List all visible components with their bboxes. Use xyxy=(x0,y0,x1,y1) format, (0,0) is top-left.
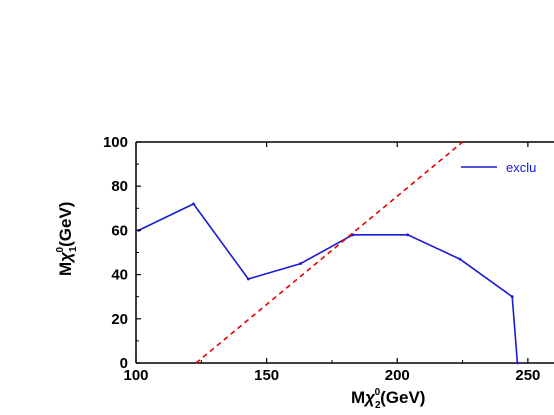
plot-frame xyxy=(135,141,554,364)
y-tick-label: 80 xyxy=(111,178,128,195)
x-tick-label: 250 xyxy=(515,367,540,384)
data-point xyxy=(510,295,514,299)
legend: exclu xyxy=(461,160,536,175)
data-point xyxy=(246,277,250,281)
y-tick-label: 20 xyxy=(111,311,128,328)
x-axis-title-sub: 2 xyxy=(375,400,381,411)
x-tick-label: 150 xyxy=(254,367,279,384)
data-point xyxy=(192,202,195,206)
y-axis-title-symbol: χ xyxy=(56,251,75,264)
data-layer xyxy=(137,141,519,365)
exclusion-curve xyxy=(138,202,519,364)
y-tick-label: 0 xyxy=(120,355,128,372)
x-axis-title-unit: (GeV) xyxy=(380,388,425,407)
y-tick-label: 100 xyxy=(103,134,128,151)
diagonal-dashed-line xyxy=(195,141,464,364)
y-axis-title-sub: 1 xyxy=(68,246,79,252)
x-axis-title-main: M xyxy=(351,388,365,407)
legend-label: exclu xyxy=(506,160,536,175)
y-axis-title-main: M xyxy=(56,262,75,276)
y-axis-title-unit: (GeV) xyxy=(56,202,75,247)
y-tick-label: 40 xyxy=(111,267,128,284)
data-point xyxy=(299,262,302,265)
x-tick-label: 100 xyxy=(123,367,148,384)
x-axis-title-symbol: χ xyxy=(363,388,376,407)
y-axis-title: Mχ10(GeV) xyxy=(55,202,79,276)
y-tick-label: 60 xyxy=(111,222,128,239)
x-axis-title-sup: 0 xyxy=(375,387,381,398)
data-point xyxy=(406,233,410,237)
data-point xyxy=(458,257,462,261)
x-axis-title: Mχ2 0(GeV) xyxy=(351,387,425,411)
tick-layer: 0 20 40 60 80 100 100 150 200 250 xyxy=(103,134,540,384)
y-axis-title-sup: 0 xyxy=(55,246,66,252)
data-point xyxy=(516,361,519,365)
x-tick-label: 200 xyxy=(385,367,410,384)
